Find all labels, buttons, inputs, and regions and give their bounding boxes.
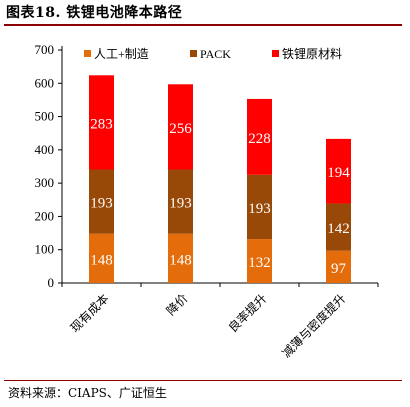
- legend-label: 铁锂原材料: [282, 46, 342, 61]
- x-tick-label: 减薄与密度提升: [279, 291, 349, 361]
- legend-swatch: [272, 50, 279, 57]
- source-note: 资料来源：CIAPS、广证恒生: [8, 386, 167, 400]
- y-tick-label: 300: [35, 175, 55, 190]
- bar-segment: [168, 84, 193, 170]
- bar-segment: [247, 174, 272, 240]
- x-tick-label: 现有成本: [68, 291, 112, 335]
- data-label: 228: [248, 131, 271, 147]
- legend-swatch: [84, 50, 91, 57]
- data-label: 256: [169, 121, 192, 137]
- data-label: 194: [327, 165, 350, 181]
- bar-segment: [326, 250, 351, 283]
- bar-segment: [89, 233, 114, 283]
- y-tick-label: 500: [35, 109, 55, 124]
- legend-label: PACK: [200, 47, 231, 61]
- data-label: 132: [248, 255, 271, 271]
- y-tick-label: 700: [35, 42, 55, 57]
- data-label: 148: [90, 252, 113, 268]
- legend-label: 人工+制造: [94, 47, 149, 61]
- data-label: 142: [327, 221, 350, 237]
- y-tick-label: 600: [35, 75, 55, 90]
- x-tick-label: 良率提升: [225, 291, 270, 336]
- y-tick-label: 100: [35, 242, 55, 257]
- data-label: 97: [331, 261, 347, 277]
- y-tick-label: 0: [48, 275, 55, 290]
- data-label: 193: [169, 196, 192, 212]
- data-label: 193: [248, 201, 271, 217]
- bar-segment: [168, 233, 193, 283]
- data-label: 193: [90, 196, 113, 212]
- bar-segment: [247, 98, 272, 175]
- bar-segment: [89, 75, 114, 170]
- legend-swatch: [190, 50, 197, 57]
- title-rule: [4, 24, 402, 26]
- bar-segment: [168, 169, 193, 234]
- bar-segment: [89, 169, 114, 234]
- chart-title: 图表18. 铁锂电池降本路径: [6, 5, 183, 21]
- data-label: 148: [169, 252, 192, 268]
- footer-rule: [4, 380, 402, 381]
- bar-segment: [326, 203, 351, 251]
- bar-segment: [326, 138, 351, 204]
- y-tick-label: 200: [35, 208, 55, 223]
- bar-segment: [247, 239, 272, 283]
- data-label: 283: [90, 116, 113, 132]
- y-tick-label: 400: [35, 142, 55, 157]
- x-tick-label: 降价: [164, 291, 191, 318]
